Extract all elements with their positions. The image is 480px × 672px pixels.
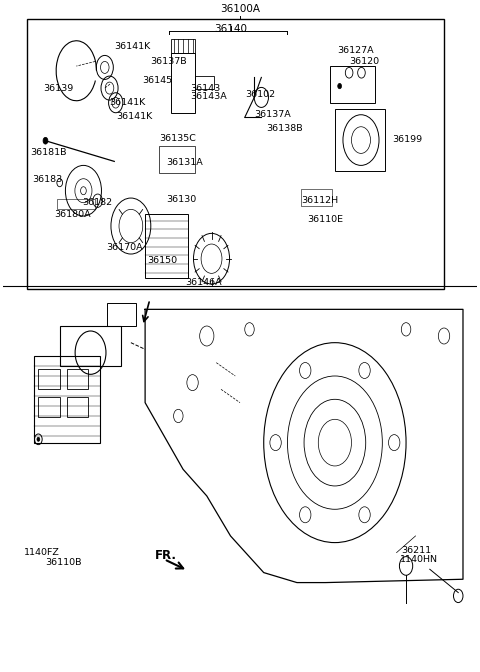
Text: 36180A: 36180A [54, 210, 91, 219]
Text: 1140HN: 1140HN [400, 555, 438, 564]
Text: 36141K: 36141K [114, 42, 151, 50]
Text: 36170A: 36170A [106, 243, 143, 252]
Bar [26, 19, 444, 290]
Text: 36140: 36140 [214, 24, 247, 34]
Text: 36120: 36120 [349, 57, 379, 66]
Text: 36110B: 36110B [46, 558, 82, 567]
Text: 36145: 36145 [143, 76, 173, 85]
Text: 36181B: 36181B [30, 149, 66, 157]
Text: 36150: 36150 [147, 256, 178, 265]
Bar [335, 110, 384, 171]
Bar [301, 190, 332, 206]
Text: 36127A: 36127A [337, 46, 374, 55]
Bar [60, 326, 121, 366]
Bar [195, 76, 214, 89]
Circle shape [37, 437, 40, 442]
Bar [38, 370, 60, 389]
Bar [107, 302, 136, 326]
Text: 36183: 36183 [33, 175, 63, 184]
Text: 36199: 36199 [392, 135, 422, 144]
Text: 36130: 36130 [167, 195, 197, 204]
Bar [38, 397, 60, 417]
Bar [171, 53, 195, 113]
Bar [57, 200, 96, 210]
Text: 1140FZ: 1140FZ [24, 548, 60, 557]
Bar [145, 214, 188, 278]
Text: 36143: 36143 [190, 83, 220, 93]
Text: 36141K: 36141K [109, 98, 146, 108]
Circle shape [43, 137, 48, 144]
Bar [67, 397, 88, 417]
Text: 36182: 36182 [83, 198, 113, 207]
Text: FR.: FR. [155, 550, 177, 562]
Bar [171, 40, 195, 53]
Text: 36102: 36102 [245, 90, 275, 99]
Bar [330, 66, 375, 103]
Text: 36211: 36211 [401, 546, 432, 555]
Text: 36100A: 36100A [220, 5, 260, 14]
Text: 36137B: 36137B [150, 57, 187, 66]
Text: 36112H: 36112H [301, 196, 338, 205]
Text: 36141K: 36141K [117, 112, 153, 120]
Bar [159, 146, 195, 173]
Text: 36138B: 36138B [266, 124, 303, 132]
Circle shape [338, 83, 342, 89]
Bar [67, 370, 88, 389]
Text: 36137A: 36137A [254, 110, 291, 119]
Text: 36143A: 36143A [190, 91, 227, 101]
Text: 36139: 36139 [43, 83, 73, 93]
Text: 36110E: 36110E [307, 215, 343, 224]
Text: 36135C: 36135C [159, 134, 196, 142]
Text: 36146A: 36146A [185, 278, 222, 286]
Bar [34, 356, 100, 443]
Text: 36131A: 36131A [167, 158, 203, 167]
